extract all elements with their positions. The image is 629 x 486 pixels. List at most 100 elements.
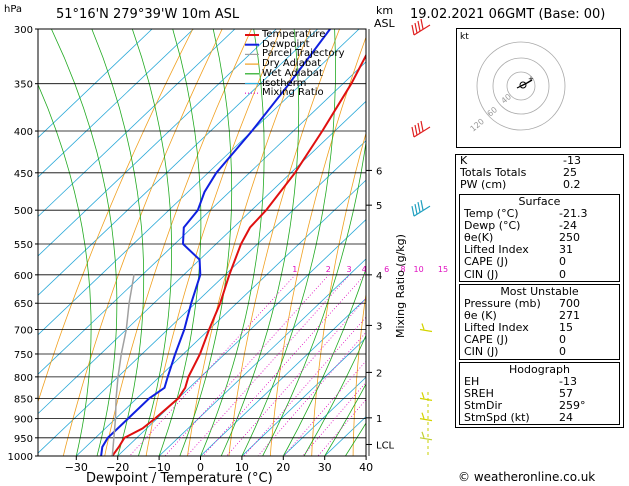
- mixing-ratio-line: [202, 274, 366, 456]
- pressure-tick-label: 850: [14, 394, 33, 405]
- location-title: 51°16'N 279°39'W 10m ASL: [56, 7, 240, 22]
- isotherm-line: [38, 29, 194, 178]
- temperature-tick-label: 40: [359, 461, 373, 474]
- pressure-tick-label: 800: [14, 373, 33, 384]
- hodograph-unit: kt: [460, 32, 469, 42]
- isotherm-line: [38, 29, 277, 257]
- most-unstable-section: Most Unstable Pressure (mb) 700 θe (K) 271…: [459, 283, 620, 360]
- most-unstable-title: Most Unstable: [500, 284, 579, 298]
- mixing-ratio-line: [186, 274, 350, 456]
- pressure-tick-label: 500: [14, 206, 33, 217]
- temperature-tick-label: 20: [276, 461, 290, 474]
- mixing-ratio-line: [243, 316, 366, 456]
- isotherm-line: [241, 337, 366, 456]
- legend-dry-adiabat: Dry Adiabat: [262, 58, 322, 70]
- km-tick-label: 1: [376, 414, 382, 425]
- mixing-ratio-label: 3: [347, 265, 352, 274]
- surface-section: Surface Temp (°C) -21.3 Dewp (°C) -24 θe(K…: [459, 193, 620, 282]
- isotherm-line: [38, 61, 366, 375]
- parcel-trajectory: [111, 274, 135, 456]
- isotherm-line: [76, 179, 366, 456]
- mixing-ratio-label: 15: [438, 265, 448, 274]
- pressure-tick-label: 950: [14, 434, 33, 445]
- km-tick-label: 3: [376, 321, 382, 332]
- wind-barb: [411, 120, 431, 138]
- mixing-ratio-label: 8: [400, 265, 405, 274]
- wind-barb: [419, 323, 433, 333]
- wind-barb: [419, 412, 433, 422]
- dry-adiabat-line: [352, 291, 366, 456]
- isotherm-line: [38, 29, 153, 139]
- mixing-ratio-label: 10: [413, 265, 423, 274]
- legend-dewpoint: Dewpoint: [262, 38, 310, 50]
- legend-mixing-ratio: Mixing Ratio: [262, 87, 324, 99]
- temperature-tick-label: 30: [318, 461, 332, 474]
- km-tick-label: 6: [376, 166, 382, 177]
- hodograph-title: Hodograph: [509, 362, 570, 376]
- isotherm-line: [38, 140, 366, 454]
- km-label: km: [376, 4, 394, 17]
- dewpoint-profile: [100, 29, 331, 456]
- wet-adiabat-line: [303, 334, 366, 456]
- wet-adiabat-line: [324, 383, 366, 456]
- legend: Temperature Dewpoint Parcel Trajectory D…: [262, 30, 345, 98]
- mixing-ratio-line: [302, 381, 366, 456]
- temperature-tick-label: −10: [147, 461, 170, 474]
- mixing-ratio-label: 2: [326, 265, 331, 274]
- pressure-tick-label: 900: [14, 415, 33, 426]
- pressure-tick-label: 700: [14, 326, 33, 337]
- mixing-ratio-line: [283, 360, 366, 456]
- index-row-totals: Totals Totals 25: [460, 166, 577, 180]
- index-row-k: K -13: [460, 154, 581, 167]
- isotherm-line: [38, 29, 360, 336]
- mixing-ratio-label: 1: [292, 265, 297, 274]
- isotherm-line: [200, 297, 366, 456]
- temperature-tick-label: 10: [235, 461, 249, 474]
- mixing-ratio-label: 6: [384, 265, 389, 274]
- wind-barb: [419, 431, 433, 441]
- km-tick-label: LCL: [376, 440, 395, 451]
- x-axis-title: Dewpoint / Temperature (°C): [86, 471, 273, 486]
- svg-text:+: +: [528, 75, 534, 83]
- mixing-ratio-label: 4: [362, 265, 367, 274]
- wind-barb: [411, 200, 431, 217]
- pressure-unit-label: hPa: [4, 4, 23, 15]
- isotherm-line: [117, 218, 366, 456]
- temperature-tick-label: 0: [197, 461, 204, 474]
- isotherm-line: [38, 29, 236, 218]
- isotherm-line: [38, 29, 318, 296]
- pressure-tick-label: 350: [14, 80, 33, 91]
- isotherm-line: [158, 258, 366, 456]
- wind-barb: [411, 18, 431, 36]
- hodograph: + kt 40 60 120: [456, 28, 621, 148]
- temperature-profile: [111, 53, 366, 456]
- pressure-tick-label: 400: [14, 127, 33, 138]
- pressure-tick-label: 750: [14, 350, 33, 361]
- indices-table: K -13 Totals Totals 25 PW (cm) 0.2 Surface …: [455, 154, 624, 429]
- copyright: © weatheronline.co.uk: [458, 470, 596, 484]
- mixing-ratio-line: [257, 331, 366, 456]
- pressure-tick-label: 550: [14, 240, 33, 251]
- pressure-tick-label: 600: [14, 271, 33, 282]
- mixing-ratio-line: [129, 274, 296, 456]
- pressure-tick-label: 300: [14, 25, 33, 36]
- wind-barb: [419, 392, 433, 401]
- temperature-tick-label: −30: [65, 461, 88, 474]
- pressure-tick-label: 450: [14, 169, 33, 180]
- asl-label: ASL: [374, 17, 395, 30]
- pressure-tick-label: 650: [14, 299, 33, 310]
- legend-parcel: Parcel Trajectory: [262, 48, 345, 60]
- legend-temperature: Temperature: [262, 29, 326, 40]
- isotherm-line: [283, 376, 366, 456]
- surface-title: Surface: [518, 194, 561, 208]
- legend-wet-adiabat: Wet Adiabat: [262, 67, 323, 79]
- isotherm-line: [38, 100, 366, 415]
- datetime-title: 19.02.2021 06GMT (Base: 00): [410, 7, 606, 22]
- km-tick-label: 4: [376, 271, 382, 282]
- legend-isotherm: Isotherm: [262, 77, 307, 89]
- pressure-tick-label: 1000: [8, 452, 33, 463]
- wet-adiabat-line: [131, 29, 173, 456]
- hodograph-section: Hodograph EH -13 SREH 57 StmDir 259° StmSpd…: [459, 361, 620, 426]
- km-tick-label: 2: [376, 368, 382, 379]
